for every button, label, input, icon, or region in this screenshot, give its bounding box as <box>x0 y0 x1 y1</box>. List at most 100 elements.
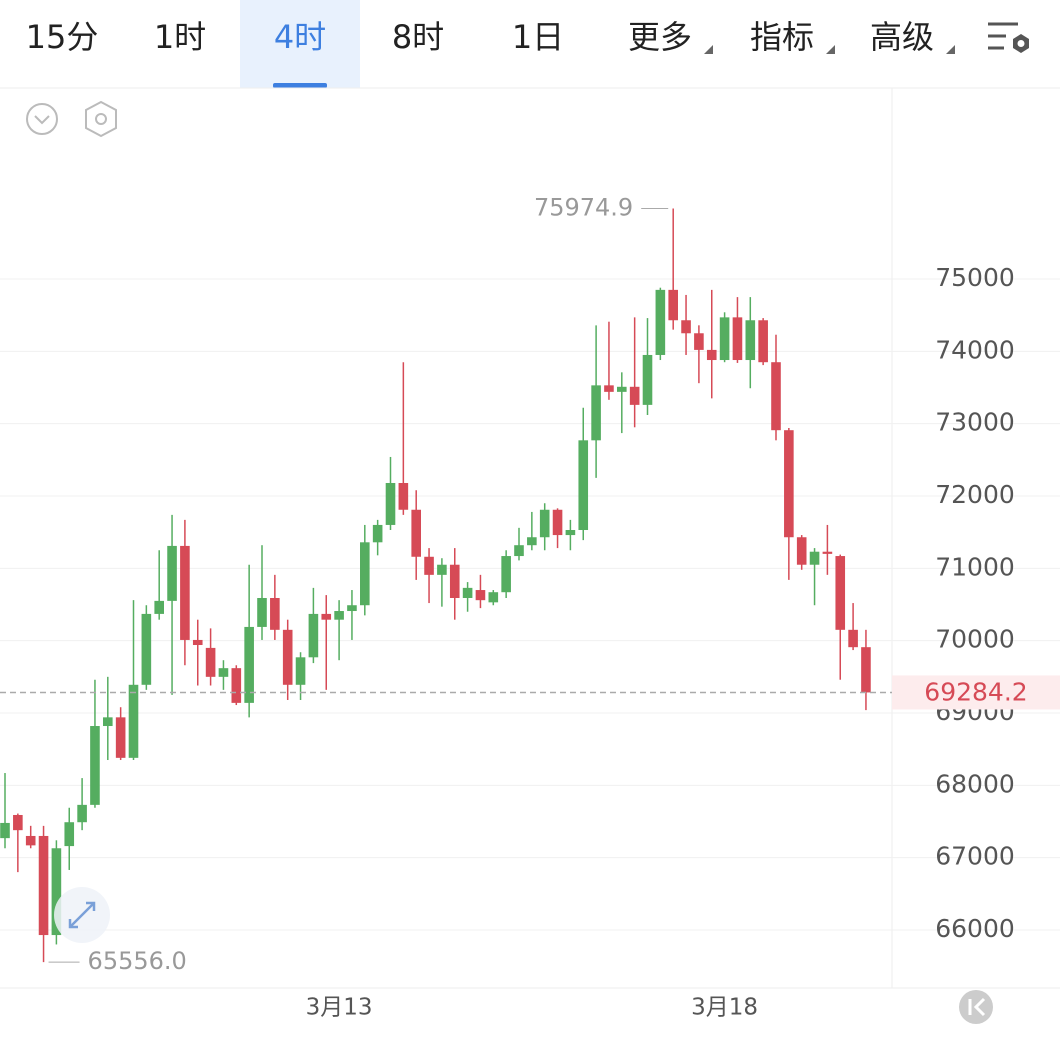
y-tick-label: 68000 <box>935 769 1015 798</box>
tab[interactable]: 指标 <box>750 18 814 56</box>
candle-body <box>861 647 871 693</box>
active-tab-bg <box>240 0 360 88</box>
candle-body <box>732 317 743 361</box>
candle-body <box>694 333 704 350</box>
candle-body <box>231 668 242 703</box>
candle-body <box>244 626 254 703</box>
candle-body <box>565 530 576 536</box>
candle-body <box>257 597 267 627</box>
tab[interactable]: 高级 <box>870 18 934 56</box>
candle-body <box>103 717 113 727</box>
candle-body <box>398 482 409 510</box>
candle-body <box>141 613 152 685</box>
candle-body <box>719 317 730 361</box>
candle-body <box>475 590 486 601</box>
last-price-box <box>892 675 1060 710</box>
tab[interactable]: 4时 <box>274 18 326 56</box>
candle-body <box>462 587 473 598</box>
candle-body <box>488 592 499 603</box>
candle-body <box>180 545 190 640</box>
candle-body <box>539 509 550 538</box>
candle-body <box>822 551 833 554</box>
candle-body <box>771 362 781 431</box>
tab[interactable]: 1时 <box>154 18 206 56</box>
dropdown-caret <box>946 45 955 54</box>
candle-body <box>527 537 537 546</box>
candle-body <box>167 545 177 601</box>
candle-body <box>64 822 75 847</box>
candle-body <box>205 647 216 677</box>
candle-body <box>308 613 319 658</box>
candle-body <box>706 349 717 361</box>
candle-body <box>51 848 62 936</box>
candle-body <box>437 564 447 575</box>
candle-body <box>13 814 23 831</box>
candle-body <box>128 684 139 758</box>
tab[interactable]: 8时 <box>392 18 444 56</box>
y-tick-label: 71000 <box>935 552 1015 581</box>
candle-body <box>655 289 666 355</box>
candle-body <box>848 629 858 648</box>
candle-body <box>218 668 229 677</box>
candle-body <box>282 629 293 685</box>
hexagon-icon[interactable] <box>85 100 117 138</box>
candle-body <box>617 386 627 392</box>
candle-body <box>604 385 614 392</box>
candle-body <box>411 509 421 557</box>
candle-body <box>642 354 653 405</box>
candle-body <box>796 537 807 565</box>
candle-body <box>77 804 87 823</box>
candle-body <box>745 320 756 361</box>
tab[interactable]: 更多 <box>628 18 692 56</box>
y-tick-label: 72000 <box>935 480 1015 509</box>
candle-body <box>360 542 370 606</box>
toolbar: 15分 1时 4时 8时 1日 更多 指标 高级 <box>26 0 955 88</box>
candle-body <box>347 605 357 612</box>
x-tick-label: 3月13 <box>306 995 373 1021</box>
dropdown-caret <box>826 45 835 54</box>
y-tick-label: 67000 <box>935 842 1015 871</box>
candle-body <box>784 430 794 538</box>
candle-body <box>334 611 344 620</box>
candle-body <box>0 822 10 839</box>
y-tick-label: 74000 <box>935 335 1015 364</box>
y-tick-label: 75000 <box>935 263 1015 292</box>
candle-body <box>514 545 524 557</box>
annotation-label: 65556.0 <box>88 947 187 975</box>
candle-body <box>385 482 396 525</box>
plot-area: 6600067000680006900070000710007200073000… <box>0 194 1060 1021</box>
candle-body <box>25 835 36 846</box>
expand-icon[interactable] <box>54 887 110 943</box>
settings-icon[interactable] <box>988 22 1029 53</box>
candle-body <box>372 524 383 543</box>
candle-body <box>424 556 434 575</box>
candle-body <box>758 320 768 363</box>
collapse-icon[interactable] <box>26 103 58 135</box>
candle-body <box>681 320 691 334</box>
tab[interactable]: 15分 <box>26 18 99 56</box>
candle-body <box>90 726 100 805</box>
candle-body <box>629 386 640 405</box>
y-tick-label: 73000 <box>935 408 1015 437</box>
candle-body <box>809 551 820 565</box>
annotation-label: 75974.9 <box>534 194 633 222</box>
candle-body <box>154 600 164 614</box>
y-tick-label: 70000 <box>935 625 1015 654</box>
candle-body <box>38 835 49 936</box>
candle-body <box>270 597 280 630</box>
candle-body <box>192 639 203 646</box>
candle-body <box>552 509 563 536</box>
active-tab-indicator <box>273 83 327 88</box>
tab[interactable]: 1日 <box>512 18 564 56</box>
candle-body <box>501 556 511 593</box>
scroll-end-icon[interactable] <box>959 990 993 1024</box>
y-tick-label: 66000 <box>935 914 1015 943</box>
candle-body <box>591 385 601 441</box>
candle-body <box>321 613 332 620</box>
candle-body <box>835 556 846 630</box>
last-price-label: 69284.2 <box>924 677 1027 706</box>
candle-body <box>578 440 589 531</box>
candle-body <box>295 657 306 685</box>
